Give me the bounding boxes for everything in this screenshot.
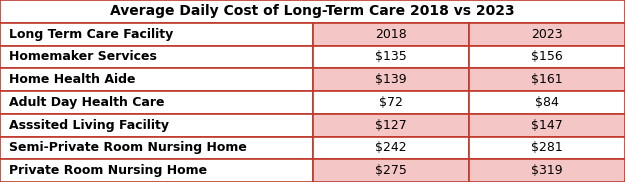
Text: $84: $84 <box>535 96 559 109</box>
Bar <box>312 159 469 182</box>
Text: Asssited Living Facility: Asssited Living Facility <box>9 119 169 132</box>
Text: $281: $281 <box>531 141 562 154</box>
Text: $139: $139 <box>375 73 406 86</box>
Bar <box>0 0 625 23</box>
Bar <box>0 114 312 136</box>
Bar <box>469 136 625 159</box>
Text: $161: $161 <box>531 73 562 86</box>
Text: Home Health Aide: Home Health Aide <box>9 73 136 86</box>
Bar <box>469 68 625 91</box>
Bar <box>312 114 469 136</box>
Bar <box>0 91 312 114</box>
Text: 2018: 2018 <box>375 28 406 41</box>
Text: Private Room Nursing Home: Private Room Nursing Home <box>9 164 208 177</box>
Text: $319: $319 <box>531 164 562 177</box>
Bar <box>469 91 625 114</box>
Bar <box>0 159 312 182</box>
Bar <box>312 46 469 68</box>
Text: 2023: 2023 <box>531 28 562 41</box>
Bar <box>469 46 625 68</box>
Bar <box>0 46 312 68</box>
Bar <box>469 114 625 136</box>
Text: Adult Day Health Care: Adult Day Health Care <box>9 96 165 109</box>
Bar <box>312 23 469 46</box>
Text: $127: $127 <box>375 119 406 132</box>
Bar <box>0 136 312 159</box>
Bar <box>312 91 469 114</box>
Bar <box>312 68 469 91</box>
Bar <box>0 23 312 46</box>
Text: $242: $242 <box>375 141 406 154</box>
Bar <box>469 23 625 46</box>
Bar <box>0 68 312 91</box>
Text: Long Term Care Facility: Long Term Care Facility <box>9 28 174 41</box>
Text: $135: $135 <box>375 50 406 63</box>
Bar <box>469 159 625 182</box>
Text: $72: $72 <box>379 96 402 109</box>
Text: Homemaker Services: Homemaker Services <box>9 50 158 63</box>
Text: $147: $147 <box>531 119 562 132</box>
Text: $156: $156 <box>531 50 562 63</box>
Text: $275: $275 <box>375 164 407 177</box>
Text: Semi-Private Room Nursing Home: Semi-Private Room Nursing Home <box>9 141 248 154</box>
Bar <box>312 136 469 159</box>
Text: Average Daily Cost of Long-Term Care 2018 vs 2023: Average Daily Cost of Long-Term Care 201… <box>110 4 515 18</box>
